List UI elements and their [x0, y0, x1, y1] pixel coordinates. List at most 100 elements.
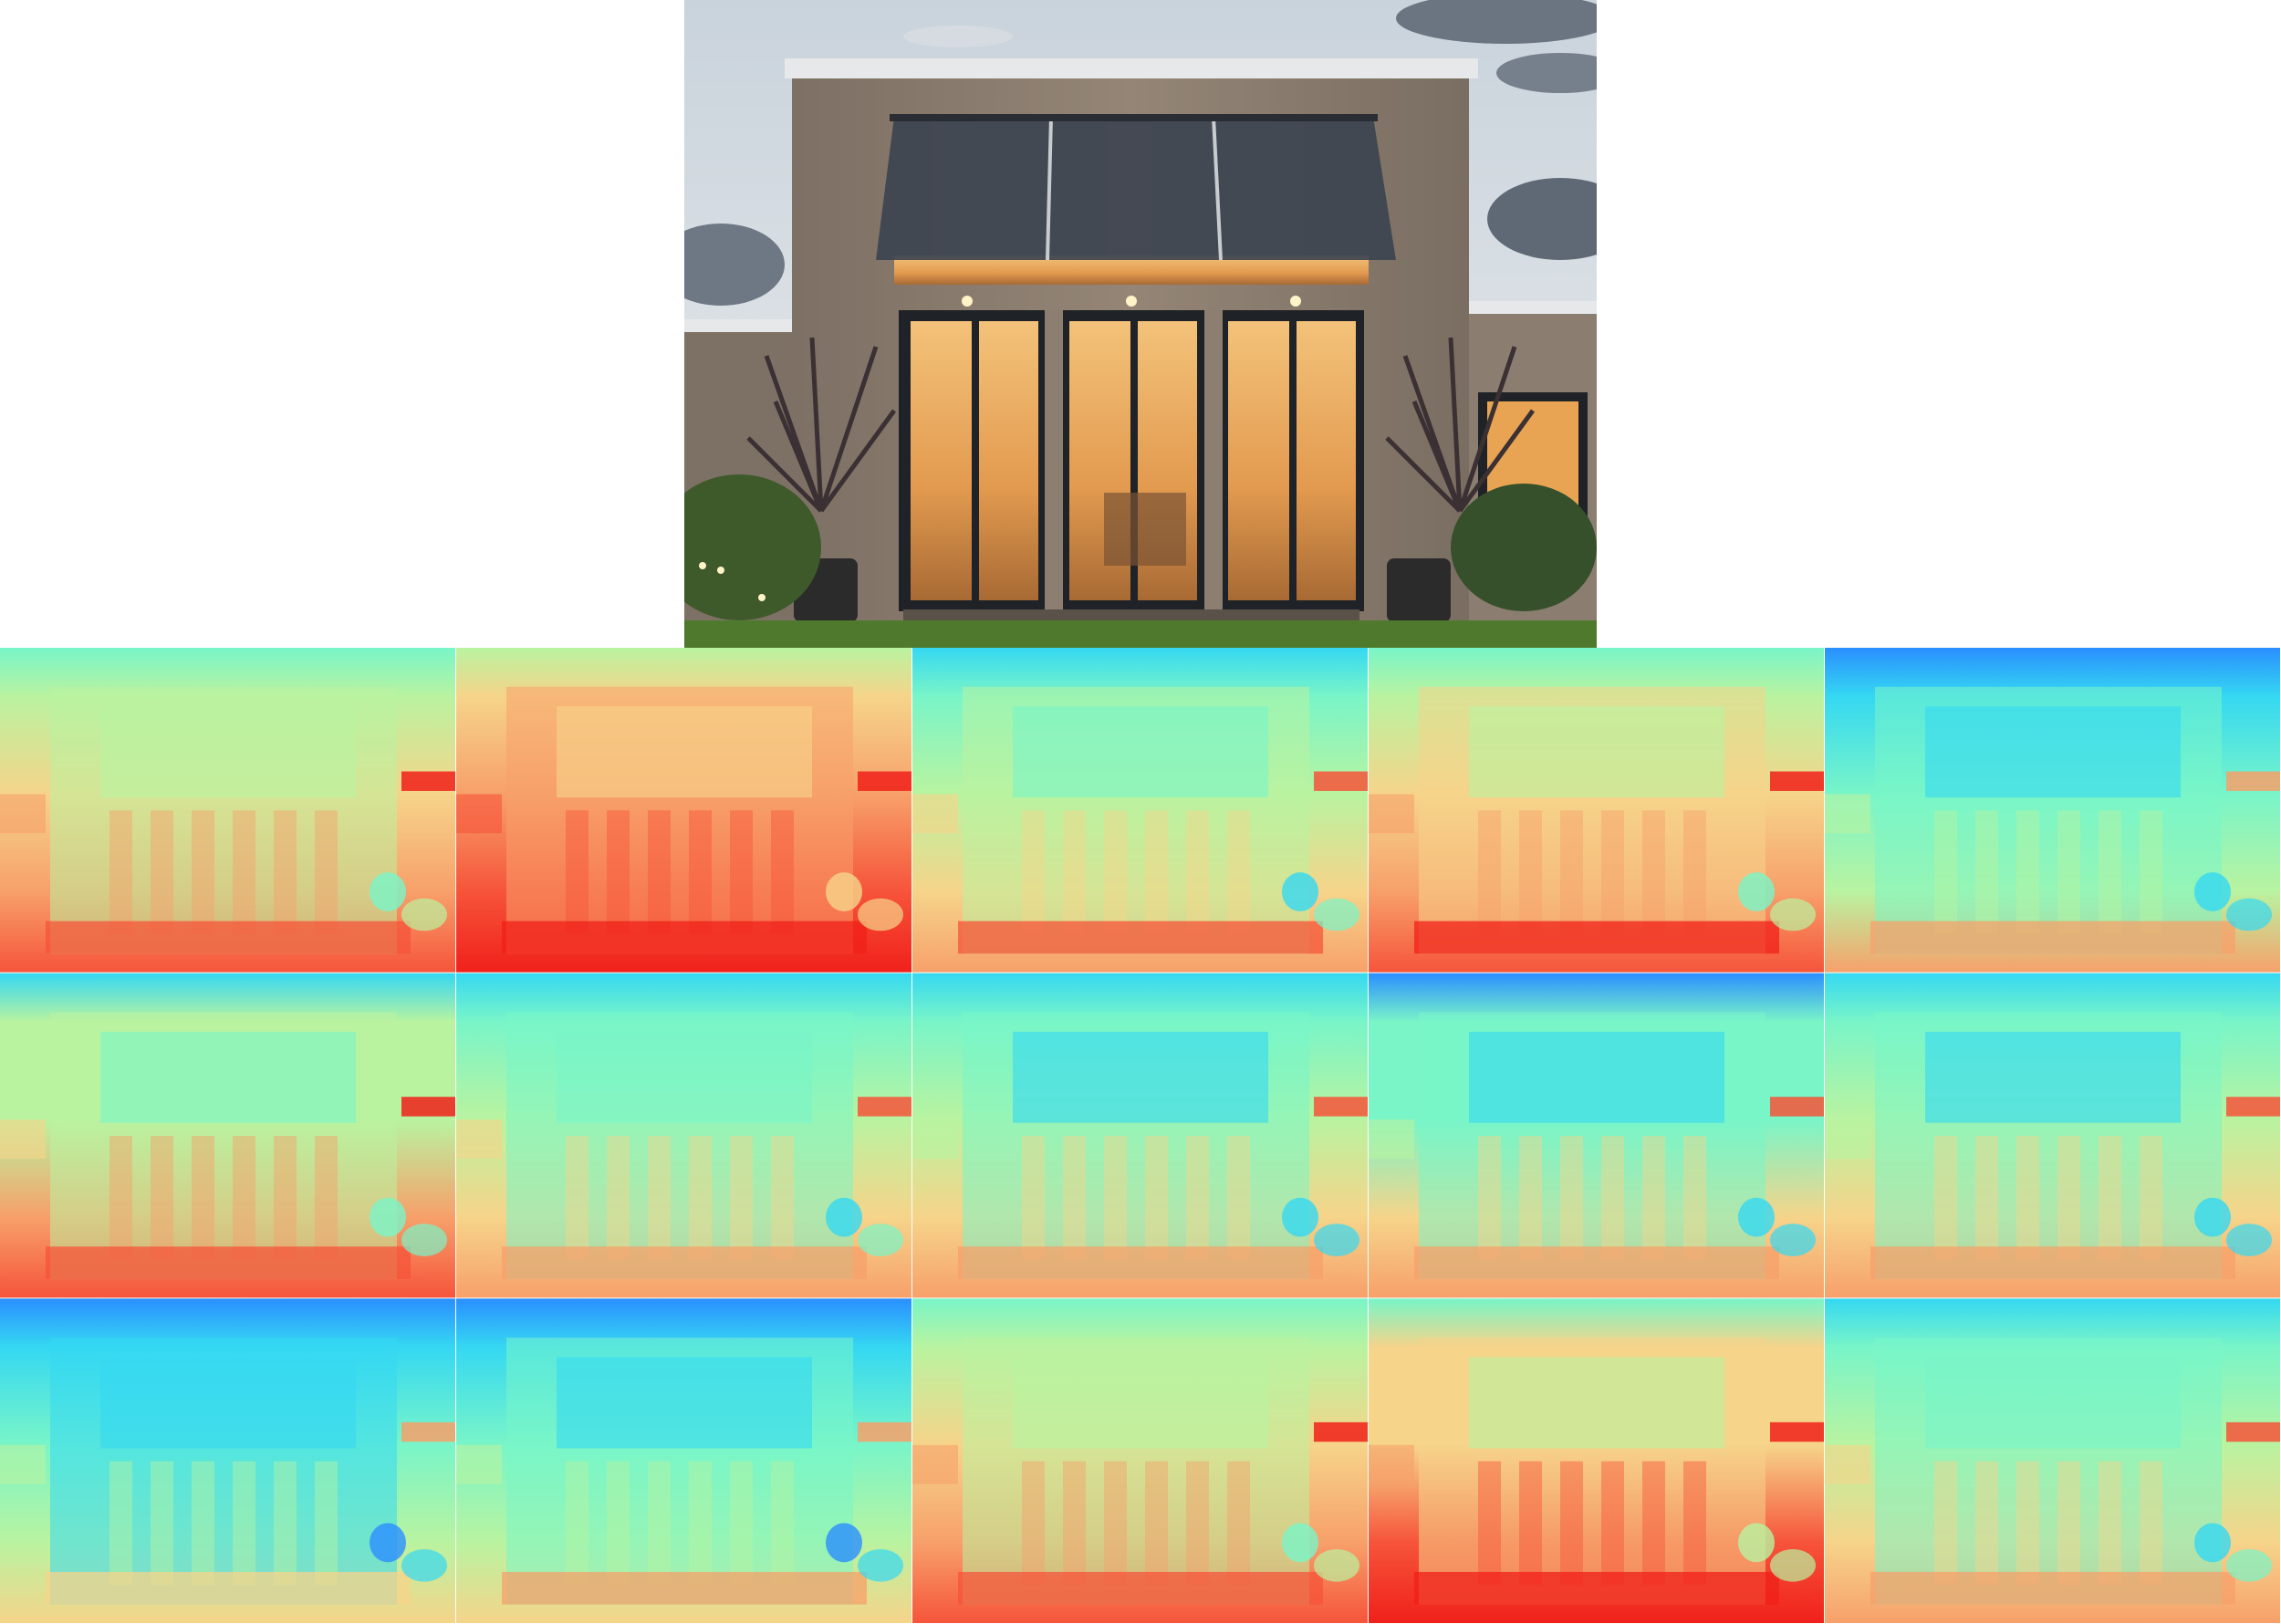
depth-ground	[958, 1571, 1323, 1605]
depth-left-wing	[0, 794, 46, 834]
depth-door-column	[1186, 1136, 1209, 1260]
depth-left-wing	[0, 1444, 46, 1484]
depth-door-column	[1063, 1136, 1086, 1260]
depth-plant	[826, 1523, 862, 1563]
depth-door-column	[2057, 1461, 2080, 1586]
depth-door-column	[1227, 1136, 1250, 1260]
clerestory	[894, 255, 1369, 285]
depth-plant	[370, 1197, 406, 1237]
depth-map-tile	[0, 648, 457, 974]
depth-plant	[370, 1523, 406, 1563]
depth-left-wing	[1369, 1444, 1414, 1484]
depth-door-column	[1601, 810, 1624, 934]
depth-door-column	[1022, 810, 1045, 934]
depth-ground	[958, 921, 1323, 954]
depth-door-column	[151, 1136, 173, 1260]
depth-map-tile	[912, 648, 1370, 974]
depth-map-tile	[0, 973, 457, 1300]
depth-left-wing	[912, 1119, 958, 1159]
depth-left-wing	[1825, 794, 1870, 834]
depth-door-column	[566, 1136, 588, 1260]
depth-door-column	[689, 1136, 712, 1260]
depth-door-column	[1975, 1461, 1998, 1586]
depth-side-wing	[2226, 1097, 2281, 1117]
lawn	[684, 609, 1597, 648]
depth-door-column	[1145, 810, 1168, 934]
depth-door-column	[2016, 1461, 2039, 1586]
depth-door-column	[1478, 1136, 1501, 1260]
depth-door-column	[1478, 810, 1501, 934]
depth-door-column	[2099, 1461, 2121, 1586]
depth-map-tile	[1825, 973, 2281, 1300]
depth-door-column	[274, 1461, 297, 1586]
depth-door-column	[607, 1136, 630, 1260]
depth-ground	[958, 1246, 1323, 1279]
depth-plant	[370, 872, 406, 911]
depth-plant	[858, 1223, 903, 1256]
depth-plant	[1314, 1223, 1359, 1256]
depth-door-column	[2099, 1136, 2121, 1260]
depth-map-tile	[1369, 973, 1826, 1300]
depth-door-column	[274, 1136, 297, 1260]
depth-door-column	[109, 810, 132, 934]
depth-ground	[46, 1571, 411, 1605]
depth-side-wing	[1314, 1097, 1369, 1117]
depth-awning	[1925, 706, 2181, 798]
depth-ground	[502, 1246, 867, 1279]
depth-door-column	[730, 810, 753, 934]
depth-plant	[1282, 1523, 1318, 1563]
depth-side-wing	[401, 1421, 456, 1442]
depth-door-column	[1104, 810, 1127, 934]
depth-door-column	[233, 1461, 255, 1586]
depth-plant	[858, 898, 903, 932]
depth-door-column	[607, 1461, 630, 1586]
depth-left-wing	[1825, 1444, 1870, 1484]
depth-door-column	[1934, 1461, 1957, 1586]
depth-plant	[1738, 1523, 1775, 1563]
depth-ground	[1414, 1246, 1779, 1279]
depth-map-tile	[456, 648, 913, 974]
depth-door-column	[2057, 1136, 2080, 1260]
depth-door-column	[771, 810, 794, 934]
depth-door-column	[1560, 1461, 1583, 1586]
depth-awning	[1469, 706, 1724, 798]
depth-map-tile	[1825, 1298, 2281, 1624]
depth-ground	[1414, 921, 1779, 954]
depth-map-tile	[912, 1298, 1370, 1624]
depth-door-column	[1145, 1461, 1168, 1586]
depth-awning	[1013, 706, 1268, 798]
depth-door-column	[1934, 1136, 1957, 1260]
depth-plant	[826, 1197, 862, 1237]
depth-plant	[1314, 1548, 1359, 1582]
depth-side-wing	[1770, 1097, 1825, 1117]
depth-map-tile	[912, 973, 1370, 1300]
depth-door-column	[1642, 810, 1665, 934]
depth-map-tile	[1369, 1298, 1826, 1624]
depth-ground	[1870, 1571, 2235, 1605]
depth-door-column	[1519, 1136, 1542, 1260]
depth-plant	[401, 898, 447, 932]
depth-door-column	[1519, 1461, 1542, 1586]
depth-side-wing	[1770, 1421, 1825, 1442]
depth-plant	[1282, 1197, 1318, 1237]
depth-map-tile	[456, 973, 913, 1300]
depth-door-column	[274, 810, 297, 934]
depth-door-column	[2099, 810, 2121, 934]
depth-door-column	[1227, 810, 1250, 934]
depth-ground	[1870, 921, 2235, 954]
depth-plant	[2194, 1197, 2231, 1237]
depth-awning	[1925, 1357, 2181, 1449]
depth-plant	[2194, 872, 2231, 911]
depth-door-column	[1063, 1461, 1086, 1586]
depth-door-column	[1683, 1461, 1706, 1586]
depth-left-wing	[1369, 794, 1414, 834]
depth-door-column	[1975, 810, 1998, 934]
depth-side-wing	[858, 1097, 912, 1117]
depth-door-column	[1601, 1461, 1624, 1586]
depth-side-wing	[2226, 771, 2281, 791]
house-photo	[684, 0, 1597, 648]
depth-left-wing	[456, 1119, 502, 1159]
depth-ground	[502, 1571, 867, 1605]
depth-map-tile	[1825, 648, 2281, 974]
depth-door-column	[2016, 1136, 2039, 1260]
